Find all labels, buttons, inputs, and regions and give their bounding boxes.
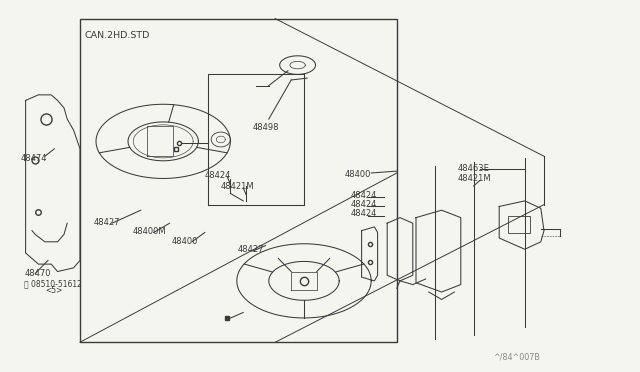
Text: 48470: 48470 bbox=[24, 269, 51, 278]
Text: 48498: 48498 bbox=[253, 123, 279, 132]
Bar bbox=[508, 216, 530, 232]
Text: ^/84^007B: ^/84^007B bbox=[493, 353, 540, 362]
Text: 48474: 48474 bbox=[21, 154, 47, 163]
Text: 48424: 48424 bbox=[351, 209, 377, 218]
Text: Ⓢ 08510-51612: Ⓢ 08510-51612 bbox=[24, 279, 82, 288]
Text: 48424: 48424 bbox=[351, 200, 377, 209]
Text: 48400: 48400 bbox=[344, 170, 371, 179]
Text: 48400M: 48400M bbox=[132, 227, 166, 236]
Text: 48427: 48427 bbox=[238, 245, 264, 254]
Text: 48421M: 48421M bbox=[458, 174, 492, 183]
Text: 48424: 48424 bbox=[351, 191, 377, 200]
Text: 48400: 48400 bbox=[172, 237, 198, 246]
Text: 48421M: 48421M bbox=[221, 182, 255, 190]
Bar bbox=[80, 19, 397, 342]
Text: <5>: <5> bbox=[45, 286, 62, 295]
Text: 48427: 48427 bbox=[94, 218, 120, 227]
Text: CAN.2HD.STD: CAN.2HD.STD bbox=[84, 31, 150, 40]
Text: 48463E: 48463E bbox=[458, 164, 490, 173]
Text: 48424: 48424 bbox=[205, 171, 231, 180]
